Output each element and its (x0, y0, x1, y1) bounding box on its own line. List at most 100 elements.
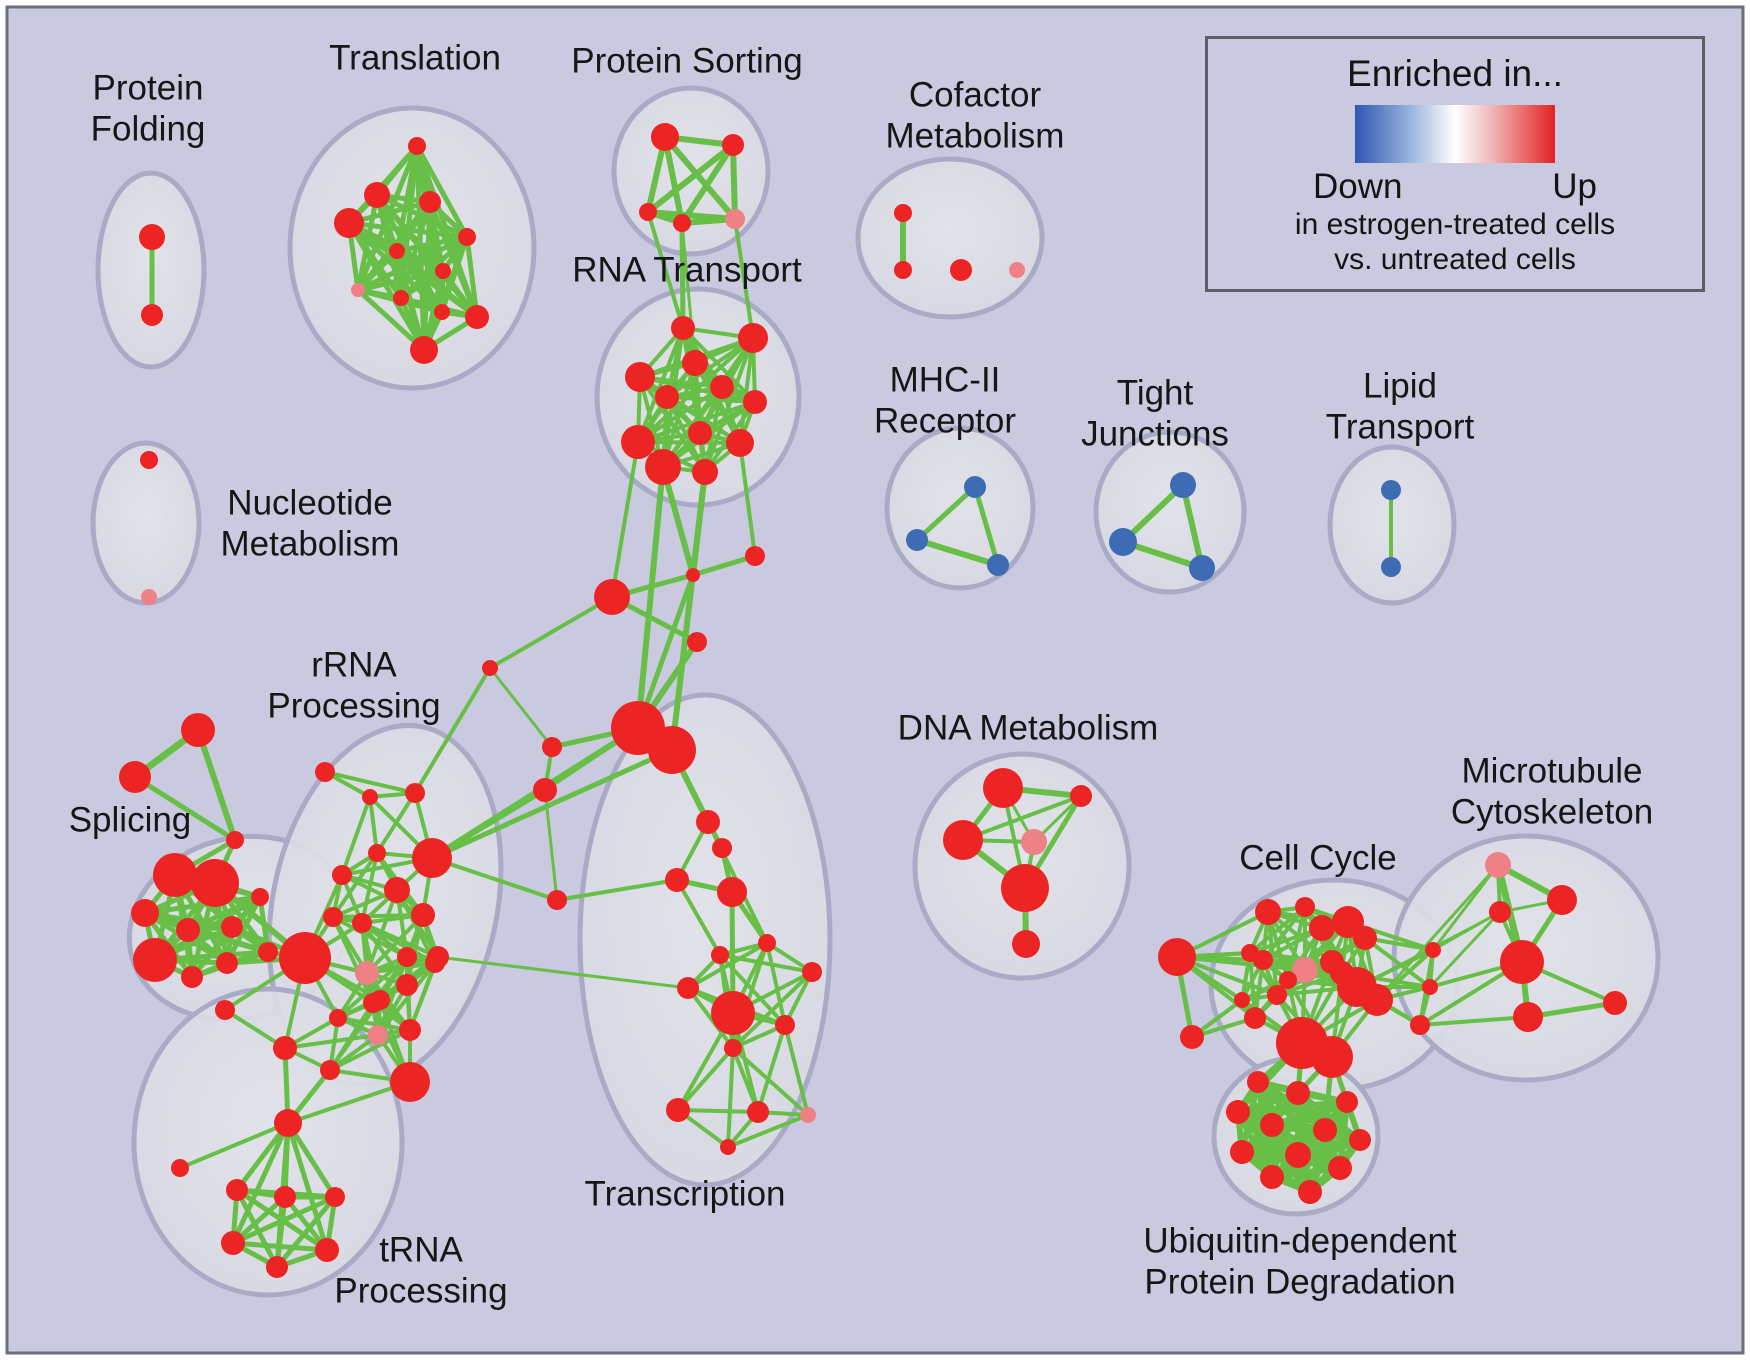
gene-set-node (724, 1039, 742, 1057)
legend-title: Enriched in... (1347, 53, 1563, 94)
network-edge (398, 268, 446, 301)
legend-caption-line1: in estrogen-treated cells (1294, 208, 1616, 241)
cluster-label-trna-processing: tRNA (379, 1230, 463, 1269)
gene-set-node (419, 191, 441, 213)
gene-set-node (1234, 992, 1250, 1008)
gene-set-node (332, 865, 352, 885)
gene-set-node (1180, 1025, 1204, 1049)
network-edge (731, 970, 814, 1050)
gene-set-node (411, 903, 435, 927)
gene-set-node (711, 946, 729, 964)
gene-set-node (315, 1238, 339, 1262)
network-edge (340, 795, 372, 877)
gene-set-node (368, 844, 386, 862)
gene-set-node (368, 1025, 388, 1045)
gene-set-node (274, 1109, 302, 1137)
network-edge (1248, 905, 1307, 955)
gene-set-node (692, 459, 718, 485)
gene-set-node (465, 305, 489, 329)
gene-set-node (682, 350, 708, 376)
gene-set-node (216, 952, 238, 974)
gene-set-node (266, 1256, 288, 1278)
cluster-ellipse-tight-junctions (1093, 429, 1247, 595)
gene-set-node (1070, 785, 1092, 807)
gene-set-node (1292, 957, 1318, 983)
gene-set-node (1489, 901, 1511, 923)
network-edge (730, 142, 738, 222)
cluster-label-cofactor-metabolism: Cofactor (909, 75, 1042, 114)
cluster-label-protein-sorting: Protein Sorting (571, 41, 803, 80)
network-edge (914, 537, 1001, 568)
gene-set-node (141, 304, 163, 326)
gene-set-node (639, 203, 657, 221)
cluster-label-translation: Translation (329, 38, 501, 77)
network-edge (961, 794, 1083, 842)
network-edge (355, 248, 400, 293)
gene-set-node (651, 123, 679, 151)
gene-set-node (351, 283, 365, 297)
network-edge (464, 234, 480, 320)
gene-set-node (363, 993, 383, 1013)
inter-cluster-edge (675, 878, 722, 957)
cluster-label-mhc-ii-receptor: Receptor (874, 401, 1016, 440)
network-edge (635, 572, 696, 731)
cluster-label-tight-junctions: Junctions (1081, 414, 1229, 453)
network-edge (408, 961, 437, 1032)
gene-set-node (542, 737, 562, 757)
network-edge (323, 770, 417, 795)
network-edge (756, 1023, 787, 1114)
gene-set-node (1485, 852, 1511, 878)
inter-cluster-edge (733, 217, 755, 340)
cluster-label-trna-processing: Processing (334, 1271, 507, 1310)
cluster-label-mhc-ii-receptor: MHC-II (890, 360, 1001, 399)
gene-set-node (717, 877, 747, 907)
gene-set-node (1328, 1156, 1352, 1180)
inter-cluster-edge (680, 221, 697, 365)
inter-cluster-edge (610, 440, 640, 599)
gene-set-node (1349, 1129, 1371, 1151)
gene-set-node (743, 390, 767, 414)
gene-set-node (141, 589, 157, 605)
gene-set-node (325, 1187, 345, 1207)
inter-cluster-edge (669, 469, 708, 753)
cluster-label-ubiquitin: Ubiquitin-dependent (1143, 1221, 1457, 1260)
gene-set-node (1253, 950, 1273, 970)
gene-set-node (1286, 1081, 1310, 1105)
network-edge (1175, 955, 1307, 972)
gene-set-node (323, 907, 343, 927)
gene-set-node (221, 916, 243, 938)
legend-up-label: Up (1552, 167, 1597, 206)
network-edge (234, 1120, 291, 1193)
cluster-label-cell-cycle: Cell Cycle (1239, 838, 1397, 877)
network-edge (346, 220, 427, 353)
gene-set-node (1603, 991, 1627, 1015)
gene-set-node (1311, 1036, 1353, 1078)
network-edge (132, 774, 238, 843)
inter-cluster-edge (1428, 910, 1502, 989)
gene-set-node (405, 783, 425, 803)
network-edge (488, 666, 554, 749)
network-edge (662, 134, 685, 226)
gene-set-node (139, 224, 165, 250)
legend-caption-line2: vs. untreated cells (1334, 243, 1576, 276)
network-edge (331, 915, 375, 1005)
cluster-label-cofactor-metabolism: Metabolism (886, 116, 1065, 155)
cluster-ellipses-layer (90, 85, 1661, 1298)
gene-set-node (950, 259, 972, 281)
gene-set-node (1313, 1118, 1337, 1142)
gene-set-node (621, 425, 655, 459)
gene-set-node (315, 762, 335, 782)
gene-set-node (964, 476, 986, 498)
inter-cluster-edge (646, 210, 685, 330)
gene-set-node (711, 991, 755, 1035)
cluster-label-microtubule: Cytoskeleton (1451, 792, 1653, 831)
network-edge (274, 1194, 288, 1270)
inter-cluster-edge (635, 464, 666, 731)
gene-set-node (153, 853, 197, 897)
gene-set-node (1500, 940, 1544, 984)
network-edge (1180, 482, 1205, 571)
gene-set-node (425, 953, 445, 973)
network-edge (365, 913, 425, 975)
network-edge (230, 1194, 338, 1246)
network-edge (346, 220, 470, 240)
